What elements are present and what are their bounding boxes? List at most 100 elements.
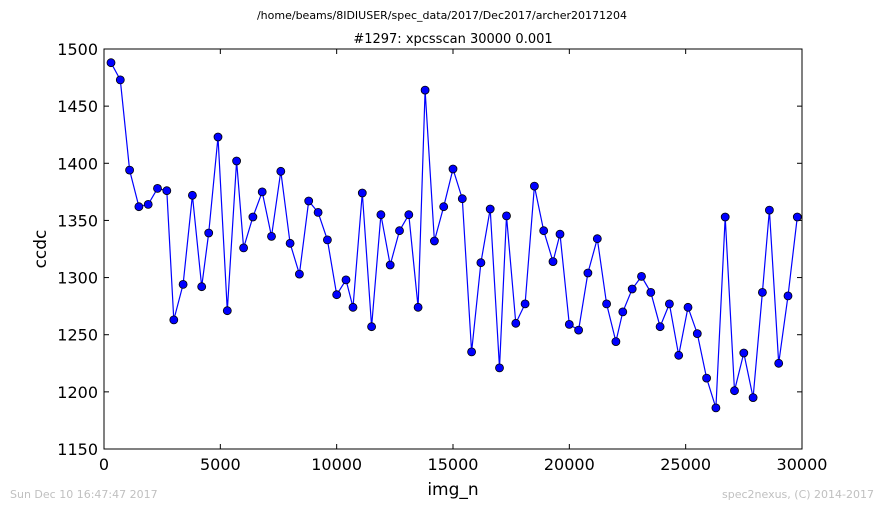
y-tick-label: 1350 xyxy=(57,211,98,230)
axis-ticks xyxy=(103,48,803,450)
data-point xyxy=(169,315,179,325)
y-tick-label: 1150 xyxy=(57,440,98,459)
data-point xyxy=(222,306,232,316)
y-tick-label: 1200 xyxy=(57,383,98,402)
data-point xyxy=(564,319,574,329)
data-point xyxy=(611,337,621,347)
data-point xyxy=(720,212,730,222)
data-point xyxy=(467,347,477,357)
data-point xyxy=(739,348,749,358)
data-point xyxy=(574,325,583,335)
footer-credit: spec2nexus, (C) 2014-2017 xyxy=(722,488,874,501)
data-point xyxy=(239,243,249,253)
data-point xyxy=(511,318,521,328)
data-point xyxy=(539,226,549,236)
data-point xyxy=(357,188,367,198)
data-point xyxy=(783,291,793,301)
data-point xyxy=(457,194,467,204)
data-point xyxy=(322,235,332,245)
y-tick-label: 1400 xyxy=(57,154,98,173)
data-point xyxy=(332,290,342,300)
data-point xyxy=(692,329,702,339)
data-point xyxy=(646,287,656,297)
data-point xyxy=(502,211,511,221)
data-point xyxy=(637,271,646,281)
chart-title: #1297: xpcsscan 30000 0.001 xyxy=(353,32,552,47)
data-point xyxy=(204,228,214,238)
data-point xyxy=(555,229,565,239)
data-point xyxy=(197,282,207,292)
data-point xyxy=(520,299,530,309)
data-point xyxy=(627,284,637,294)
data-point xyxy=(285,238,295,248)
data-point xyxy=(655,322,665,332)
x-axis-label: img_n xyxy=(427,480,478,500)
data-point xyxy=(711,403,721,413)
data-point xyxy=(276,166,286,176)
data-point xyxy=(413,302,423,312)
data-point xyxy=(665,299,674,309)
data-point xyxy=(774,358,784,368)
x-tick-label: 25000 xyxy=(660,455,711,474)
y-tick-label: 1500 xyxy=(57,40,98,59)
data-point xyxy=(294,269,304,279)
data-point xyxy=(395,226,404,236)
data-point xyxy=(530,181,539,191)
footer-timestamp: Sun Dec 10 16:47:47 2017 xyxy=(10,488,158,501)
data-point xyxy=(702,373,711,383)
data-point xyxy=(602,299,611,309)
data-point xyxy=(367,322,377,332)
data-point xyxy=(341,275,351,285)
data-point xyxy=(348,302,358,312)
data-point xyxy=(548,257,558,267)
data-point xyxy=(592,234,602,244)
y-tick-label: 1300 xyxy=(57,269,98,288)
data-point xyxy=(765,205,774,215)
data-point xyxy=(476,258,486,268)
y-tick-label: 1250 xyxy=(57,326,98,345)
data-point xyxy=(134,202,144,212)
data-series xyxy=(106,58,802,413)
data-point xyxy=(304,196,314,206)
data-point xyxy=(674,350,684,360)
x-tick-label: 5000 xyxy=(200,455,241,474)
data-point xyxy=(485,204,495,214)
data-point xyxy=(232,156,242,166)
data-point xyxy=(439,202,449,212)
data-point xyxy=(618,307,628,317)
data-point xyxy=(162,186,172,196)
axis-tick-labels: 0 5000 10000 15000 20000 25000 30000 1150 1200 12… xyxy=(57,40,827,474)
y-axis-label: ccdc xyxy=(31,230,51,269)
data-point xyxy=(792,212,802,222)
chart-suptitle: /home/beams/8IDIUSER/spec_data/2017/Dec2… xyxy=(257,9,627,22)
data-point xyxy=(420,85,430,95)
data-point xyxy=(313,207,323,217)
data-point xyxy=(267,231,276,241)
data-point xyxy=(153,183,162,193)
data-point xyxy=(448,164,458,174)
x-tick-label: 10000 xyxy=(311,455,362,474)
y-tick-label: 1450 xyxy=(57,97,98,116)
data-point xyxy=(758,287,767,297)
data-point xyxy=(115,75,125,85)
x-tick-label: 0 xyxy=(99,455,109,474)
data-point xyxy=(748,393,758,403)
data-point xyxy=(404,210,414,220)
data-point xyxy=(385,260,395,270)
x-tick-label: 20000 xyxy=(544,455,595,474)
data-point xyxy=(213,132,223,142)
data-point xyxy=(495,363,504,373)
data-point xyxy=(429,236,439,246)
data-point xyxy=(248,212,258,222)
data-point xyxy=(257,187,267,197)
data-point xyxy=(730,386,739,396)
data-point xyxy=(583,268,593,278)
data-point xyxy=(376,210,386,220)
x-tick-label: 30000 xyxy=(777,455,828,474)
x-tick-label: 15000 xyxy=(428,455,479,474)
data-point xyxy=(106,58,116,68)
data-point xyxy=(683,302,693,312)
plot-area xyxy=(103,48,803,450)
data-point xyxy=(187,190,197,200)
